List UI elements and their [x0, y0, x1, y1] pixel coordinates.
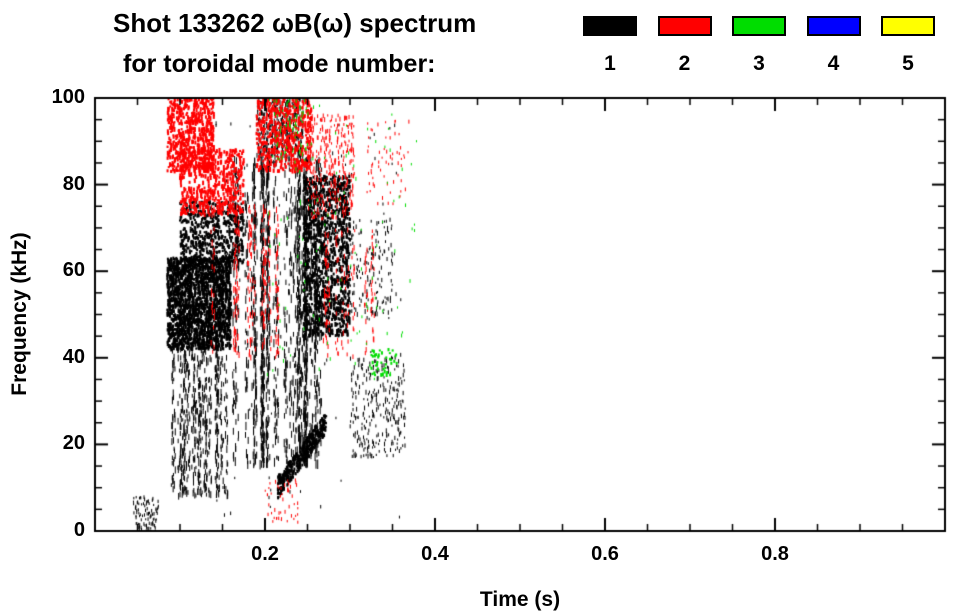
legend-label-mode-3: 3 [753, 52, 765, 75]
x-tick-label: 0.8 [761, 543, 789, 565]
x-tick-label: 0.2 [251, 543, 279, 565]
y-tick-label: 20 [62, 432, 85, 455]
legend-swatch-mode-5 [881, 16, 935, 36]
legend-swatch-mode-3 [732, 16, 786, 36]
legend-swatch-mode-2 [657, 16, 712, 36]
x-axis-label: Time (s) [479, 588, 561, 611]
legend-label-mode-2: 2 [678, 52, 691, 75]
y-tick-label: 0 [73, 519, 85, 541]
y-tick-label: 80 [62, 172, 85, 195]
chart-subtitle: for toroidal mode number: [123, 50, 436, 78]
y-tick-label: 60 [62, 259, 85, 282]
chart-title: Shot 133262 ωB(ω) spectrum [113, 8, 477, 38]
x-tick-label: 0.6 [591, 543, 619, 565]
legend-label-mode-1: 1 [604, 52, 616, 75]
legend-swatch-mode-4 [806, 16, 861, 36]
y-tick-label: 100 [51, 86, 85, 108]
x-tick-label: 0.4 [421, 543, 449, 565]
y-axis-label: Frequency (kHz) [8, 232, 31, 396]
legend-swatch-mode-1 [583, 16, 637, 36]
legend-label-mode-4: 4 [827, 52, 840, 75]
y-tick-label: 40 [62, 345, 85, 368]
legend-label-mode-5: 5 [902, 52, 914, 75]
